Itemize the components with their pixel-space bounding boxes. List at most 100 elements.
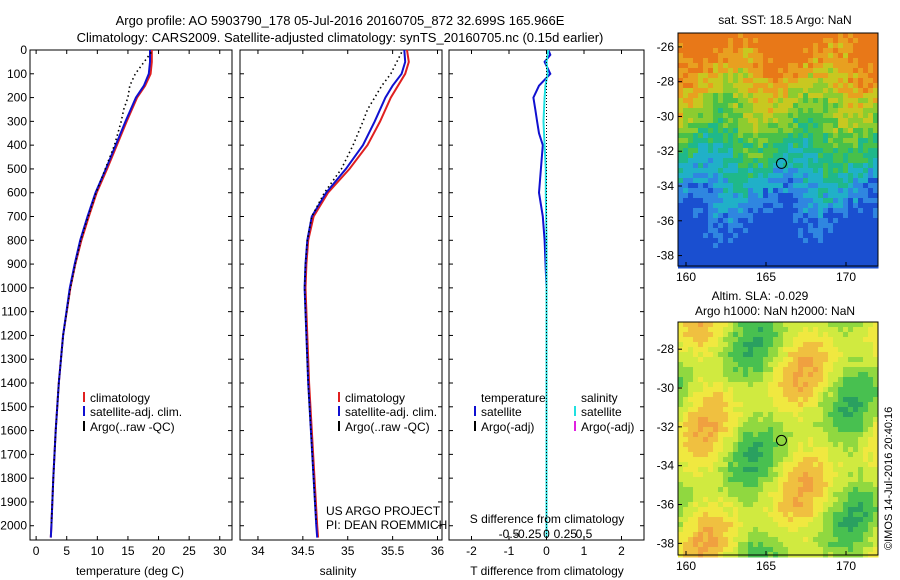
sla-cell	[793, 352, 799, 358]
sst-cell	[678, 33, 684, 39]
sla-cell	[858, 352, 864, 358]
sla-cell	[838, 387, 844, 393]
sst-cell	[753, 38, 759, 44]
sst-cell	[688, 158, 694, 164]
sla-cell	[828, 512, 834, 518]
sst-cell	[728, 248, 734, 254]
sla-cell	[818, 327, 824, 333]
sla-cell	[808, 352, 814, 358]
sla-cell	[688, 482, 694, 488]
sla-cell	[713, 327, 719, 333]
sla-cell	[848, 357, 854, 363]
sla-cell	[838, 442, 844, 448]
sst-cell	[873, 103, 879, 109]
sst-cell	[688, 188, 694, 194]
sla-cell	[788, 537, 794, 543]
sst-cell	[728, 78, 734, 84]
sla-cell	[838, 417, 844, 423]
sst-cell	[828, 68, 834, 74]
sla-cell	[788, 412, 794, 418]
sst-cell	[683, 128, 689, 134]
sla-cell	[853, 417, 859, 423]
sst-cell	[723, 98, 729, 104]
sla-cell	[858, 502, 864, 508]
sst-cell	[748, 213, 754, 219]
sla-cell	[773, 382, 779, 388]
sla-cell	[738, 442, 744, 448]
sla-cell	[738, 392, 744, 398]
sla-cell	[748, 487, 754, 493]
sla-cell	[773, 447, 779, 453]
sst-cell	[723, 73, 729, 79]
sst-cell	[743, 243, 749, 249]
sla-cell	[838, 347, 844, 353]
sst-cell	[708, 113, 714, 119]
sst-cell	[843, 148, 849, 154]
sla-cell	[743, 452, 749, 458]
sla-cell	[828, 327, 834, 333]
sst-cell	[723, 218, 729, 224]
sst-cell	[778, 183, 784, 189]
sla-cell	[793, 467, 799, 473]
sla-cell	[703, 532, 709, 538]
sst-cell	[758, 113, 764, 119]
sst-cell	[703, 43, 709, 49]
sst-cell	[773, 43, 779, 49]
sla-cell	[848, 547, 854, 553]
sst-cell	[773, 213, 779, 219]
sla-cell	[703, 352, 709, 358]
sst-cell	[848, 83, 854, 89]
sst-cell	[858, 233, 864, 239]
sla-cell	[858, 507, 864, 513]
sla-cell	[783, 357, 789, 363]
sst-cell	[733, 168, 739, 174]
sst-cell	[863, 193, 869, 199]
sla-cell	[858, 527, 864, 533]
sla-cell	[863, 442, 869, 448]
sst-cell	[723, 68, 729, 74]
sla-cell	[823, 337, 829, 343]
sla-cell	[813, 367, 819, 373]
sla-cell	[848, 457, 854, 463]
sst-cell	[843, 33, 849, 39]
sla-cell	[843, 377, 849, 383]
sla-cell	[718, 322, 724, 328]
sla-cell	[763, 457, 769, 463]
sst-cell	[843, 138, 849, 144]
sla-cell	[718, 462, 724, 468]
sst-cell	[848, 178, 854, 184]
sst-cell	[763, 98, 769, 104]
sla-cell	[823, 347, 829, 353]
sla-cell	[683, 437, 689, 443]
sst-cell	[738, 213, 744, 219]
sla-cell	[743, 507, 749, 513]
sst-cell	[808, 148, 814, 154]
sst-cell	[808, 98, 814, 104]
sst-cell	[773, 228, 779, 234]
sla-cell	[803, 402, 809, 408]
sla-cell	[843, 407, 849, 413]
sla-cell	[748, 427, 754, 433]
sst-cell	[718, 38, 724, 44]
sst-cell	[853, 43, 859, 49]
sst-cell	[778, 213, 784, 219]
sla-cell	[688, 407, 694, 413]
sst-cell	[733, 233, 739, 239]
sla-cell	[858, 427, 864, 433]
sst-cell	[728, 198, 734, 204]
sla-cell	[863, 527, 869, 533]
legend-swatch-s-argo	[574, 421, 576, 431]
sla-cell	[678, 537, 684, 543]
sst-cell	[828, 108, 834, 114]
sla-cell	[858, 372, 864, 378]
sla-cell	[833, 467, 839, 473]
sla-cell	[758, 342, 764, 348]
sst-cell	[683, 138, 689, 144]
sla-cell	[873, 437, 879, 443]
sst-cell	[703, 68, 709, 74]
sst-cell	[808, 123, 814, 129]
sla-cell	[708, 332, 714, 338]
sst-cell	[778, 113, 784, 119]
sst-cell	[813, 153, 819, 159]
sst-cell	[803, 83, 809, 89]
